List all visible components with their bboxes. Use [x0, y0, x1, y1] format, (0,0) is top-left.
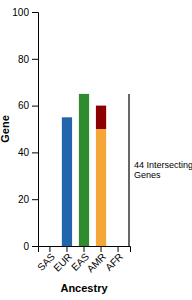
- annotation: 44 IntersectingGenes: [134, 160, 192, 180]
- axis-line: [32, 13, 39, 247]
- tick-mark: [32, 246, 38, 247]
- tick-label: 80: [18, 54, 30, 65]
- chart: 0 20 40 60 80 100 SASEUREASAMRAFR Ancestry Gene 4…: [0, 0, 192, 300]
- tick-mark: [101, 246, 102, 252]
- tick-mark: [118, 246, 119, 252]
- bars: [62, 94, 106, 246]
- y-tick: 20: [18, 194, 38, 205]
- tick-mark: [84, 246, 85, 252]
- y-tick: 0: [23, 241, 38, 252]
- tick-label: AFR: [103, 251, 125, 273]
- x-axis: SASEUREASAMRAFR: [35, 246, 130, 274]
- bar: [96, 129, 106, 246]
- tick-mark: [32, 12, 38, 13]
- x-tick: EUR: [51, 246, 74, 274]
- tick-mark: [32, 152, 38, 153]
- tick-mark: [66, 246, 67, 252]
- tick-mark: [32, 59, 38, 60]
- bracket: [128, 94, 129, 246]
- y-tick: 40: [18, 147, 38, 158]
- plot: 0 20 40 60 80 100 SASEUREASAMRAFR Ancestry Gene 4…: [0, 7, 192, 294]
- y-tick: 100: [12, 7, 38, 18]
- y-tick: 60: [18, 100, 38, 111]
- tick-mark: [49, 246, 50, 252]
- tick-label: 20: [18, 194, 30, 205]
- y-axis-title: Gene: [0, 115, 11, 143]
- y-axis: 0 20 40 60 80 100: [12, 7, 38, 252]
- tick-label: 0: [23, 241, 29, 252]
- x-tick: AFR: [103, 246, 125, 273]
- tick-label: 60: [18, 100, 30, 111]
- bar: [113, 246, 123, 247]
- tick-label: 100: [12, 7, 29, 18]
- y-tick: 80: [18, 54, 38, 65]
- bar: [62, 117, 72, 246]
- x-axis-title: Ancestry: [60, 282, 108, 294]
- bar: [45, 246, 55, 247]
- bar: [96, 106, 106, 129]
- tick-mark: [32, 106, 38, 107]
- tick-label: 40: [18, 147, 30, 158]
- bar: [79, 94, 89, 246]
- x-tick: AMR: [85, 246, 109, 274]
- tick-mark: [32, 199, 38, 200]
